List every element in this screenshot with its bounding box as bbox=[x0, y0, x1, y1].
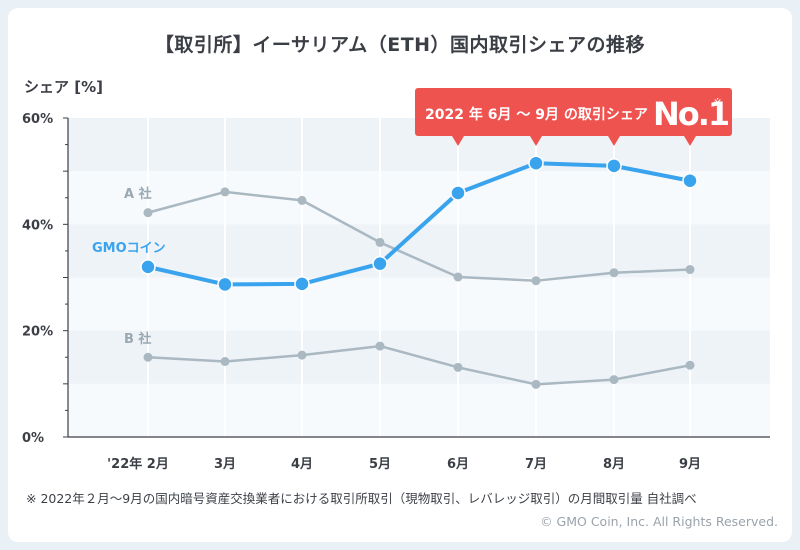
data-point bbox=[143, 352, 153, 362]
data-point bbox=[609, 268, 619, 278]
data-point bbox=[606, 158, 622, 174]
data-point bbox=[143, 208, 153, 218]
callout-pointer bbox=[530, 136, 542, 146]
data-point bbox=[220, 187, 230, 197]
data-point bbox=[685, 265, 695, 275]
y-axis-label: シェア [%] bbox=[24, 78, 103, 96]
y-tick-label: 40% bbox=[22, 218, 53, 233]
plot-bands bbox=[68, 118, 770, 437]
footnote: ※ 2022年２月〜9月の国内暗号資産交換業者における取引所取引（現物取引、レバ… bbox=[26, 491, 697, 506]
y-tick-label: 20% bbox=[22, 325, 53, 340]
data-point bbox=[297, 195, 307, 205]
series-lines bbox=[140, 155, 698, 389]
x-tick-label: 5月 bbox=[369, 457, 391, 472]
x-tick-label: 4月 bbox=[291, 457, 313, 472]
data-point bbox=[294, 276, 310, 292]
x-tick-label: 8月 bbox=[603, 457, 625, 472]
callout-mark: ※ bbox=[713, 96, 722, 109]
data-point bbox=[453, 362, 463, 372]
x-tick-label: 9月 bbox=[679, 457, 701, 472]
data-point bbox=[375, 341, 385, 351]
series-label: GMOコイン bbox=[92, 241, 166, 256]
y-tick-label: 0% bbox=[22, 431, 44, 446]
data-point bbox=[528, 155, 544, 171]
series-label: A 社 bbox=[124, 186, 152, 202]
callout-badge: No.1 bbox=[653, 95, 729, 133]
callout-box bbox=[415, 88, 732, 136]
x-tick-label: '22年 2月 bbox=[107, 456, 169, 472]
data-point bbox=[372, 255, 388, 272]
series-line bbox=[147, 161, 691, 287]
data-point bbox=[140, 259, 156, 275]
share-callout: 2022 年 6月 〜 9月 の取引シェア No.1※ bbox=[415, 88, 732, 146]
band bbox=[68, 277, 770, 331]
band bbox=[68, 171, 770, 225]
x-tick-label: 7月 bbox=[525, 457, 547, 472]
copyright: © GMO Coin, Inc. All Rights Reserved. bbox=[540, 514, 778, 529]
data-point bbox=[682, 172, 698, 189]
series-line bbox=[147, 344, 691, 386]
data-point bbox=[220, 357, 230, 367]
data-point bbox=[453, 272, 463, 282]
data-point bbox=[375, 237, 385, 247]
band bbox=[68, 383, 770, 437]
data-point bbox=[531, 276, 541, 286]
y-tick-label: 60% bbox=[22, 112, 53, 127]
band bbox=[68, 224, 770, 278]
series-line bbox=[147, 190, 691, 282]
callout-text: 2022 年 6月 〜 9月 の取引シェア bbox=[425, 106, 648, 123]
series-labels: GMOコイン A 社 B 社 bbox=[92, 186, 166, 347]
data-point bbox=[217, 276, 233, 293]
axes: 0% 20% 40% 60% '22年 2月 3月 4月 5月 6月 7月 8月 9月 bbox=[22, 112, 770, 472]
data-point bbox=[531, 379, 541, 389]
data-point bbox=[609, 375, 619, 385]
callout-pointer bbox=[684, 136, 696, 146]
data-point bbox=[450, 185, 466, 201]
callout-pointer bbox=[452, 136, 464, 146]
series-label: B 社 bbox=[124, 331, 151, 347]
data-point bbox=[297, 350, 307, 360]
x-tick-label: 3月 bbox=[214, 457, 236, 472]
data-point bbox=[685, 360, 695, 370]
x-tick-label: 6月 bbox=[447, 457, 469, 472]
chart-title: 【取引所】イーサリアム（ETH）国内取引シェアの推移 bbox=[154, 34, 646, 56]
callout-pointer bbox=[608, 136, 620, 146]
